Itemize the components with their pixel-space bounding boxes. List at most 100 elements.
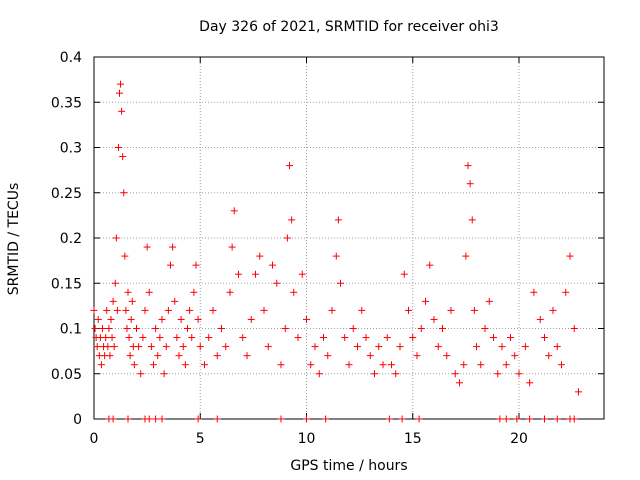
y-tick-label: 0.15	[51, 276, 82, 292]
data-point	[160, 370, 168, 378]
data-point	[252, 270, 259, 278]
data-point	[109, 415, 117, 423]
data-point	[375, 343, 383, 351]
data-point	[130, 361, 138, 369]
data-point	[104, 343, 112, 351]
chart-title: Day 326 of 2021, SRMTID for receiver ohi…	[199, 19, 499, 35]
data-point	[294, 334, 302, 342]
data-point	[205, 334, 213, 342]
data-point	[260, 306, 268, 314]
data-point	[186, 306, 194, 314]
data-point	[122, 306, 130, 314]
data-point	[228, 243, 236, 251]
data-point	[133, 325, 140, 332]
data-point	[209, 306, 217, 314]
data-point	[526, 415, 534, 423]
data-point	[106, 352, 114, 360]
data-point	[213, 352, 221, 360]
data-point	[128, 297, 136, 305]
data-point	[93, 343, 101, 351]
data-point	[91, 325, 99, 332]
data-point	[145, 415, 153, 423]
data-point	[105, 325, 113, 332]
tick-labels: 0 0.05 0.1 0.15 0.2 0.25 0.3 0.35 0.4 0 5 10 15 20	[51, 50, 528, 447]
data-point	[311, 343, 319, 351]
data-point	[481, 325, 489, 332]
data-point	[137, 370, 145, 378]
data-point	[90, 306, 98, 314]
data-point	[549, 306, 557, 314]
y-tick-label: 0.2	[60, 231, 82, 247]
data-point	[179, 343, 187, 351]
data-point	[379, 361, 387, 369]
y-tick-label: 0.3	[60, 141, 82, 157]
data-point	[201, 361, 208, 369]
data-point	[120, 189, 128, 197]
y-tick-label: 0.05	[51, 367, 82, 383]
data-point	[562, 288, 570, 296]
data-point	[141, 306, 149, 314]
data-point	[124, 288, 132, 296]
data-point	[109, 297, 117, 305]
data-point	[466, 180, 474, 188]
x-tick-label: 5	[196, 431, 205, 447]
data-point	[167, 261, 174, 269]
data-point	[194, 415, 202, 423]
data-point	[371, 370, 378, 378]
data-point	[315, 370, 323, 378]
data-point	[154, 352, 162, 360]
data-point	[447, 306, 455, 314]
data-point	[158, 315, 166, 323]
data-point	[443, 352, 451, 360]
y-tick-label: 0.1	[60, 322, 82, 338]
data-point	[398, 415, 406, 423]
data-point	[417, 325, 425, 332]
data-point	[162, 343, 170, 351]
data-point	[283, 234, 291, 242]
data-point	[526, 379, 534, 387]
data-point	[545, 352, 553, 360]
data-point	[388, 361, 395, 369]
data-point	[288, 216, 296, 224]
data-point	[337, 279, 344, 287]
data-point	[226, 288, 234, 296]
data-point	[143, 243, 151, 251]
data-point	[273, 279, 281, 287]
data-point	[97, 361, 105, 369]
data-point	[366, 352, 374, 360]
x-tick-label: 15	[404, 431, 422, 447]
data-point	[110, 343, 118, 351]
data-point	[456, 379, 463, 387]
data-point	[354, 343, 361, 351]
data-point	[400, 270, 408, 278]
data-point	[409, 334, 417, 342]
data-point	[156, 334, 164, 342]
data-point	[192, 261, 200, 269]
data-point	[490, 334, 497, 342]
data-point	[118, 107, 126, 115]
data-point	[277, 415, 285, 423]
data-point	[158, 415, 166, 423]
data-point	[239, 334, 247, 342]
data-point	[256, 252, 264, 260]
data-point	[553, 343, 561, 351]
data-point	[222, 343, 230, 351]
data-points	[90, 80, 582, 423]
data-point	[190, 288, 198, 296]
data-point	[558, 361, 565, 369]
data-point	[362, 334, 370, 342]
data-point	[470, 306, 478, 314]
data-point	[152, 415, 160, 423]
y-tick-label: 0.35	[51, 95, 82, 111]
data-point	[298, 270, 306, 278]
data-point	[521, 343, 529, 351]
data-point	[135, 343, 143, 351]
data-point	[108, 334, 116, 342]
data-point	[439, 325, 446, 332]
data-point	[247, 315, 255, 323]
data-point	[103, 306, 111, 314]
data-point	[127, 315, 135, 323]
data-point	[169, 243, 177, 251]
data-point	[119, 153, 127, 161]
data-point	[485, 297, 493, 305]
